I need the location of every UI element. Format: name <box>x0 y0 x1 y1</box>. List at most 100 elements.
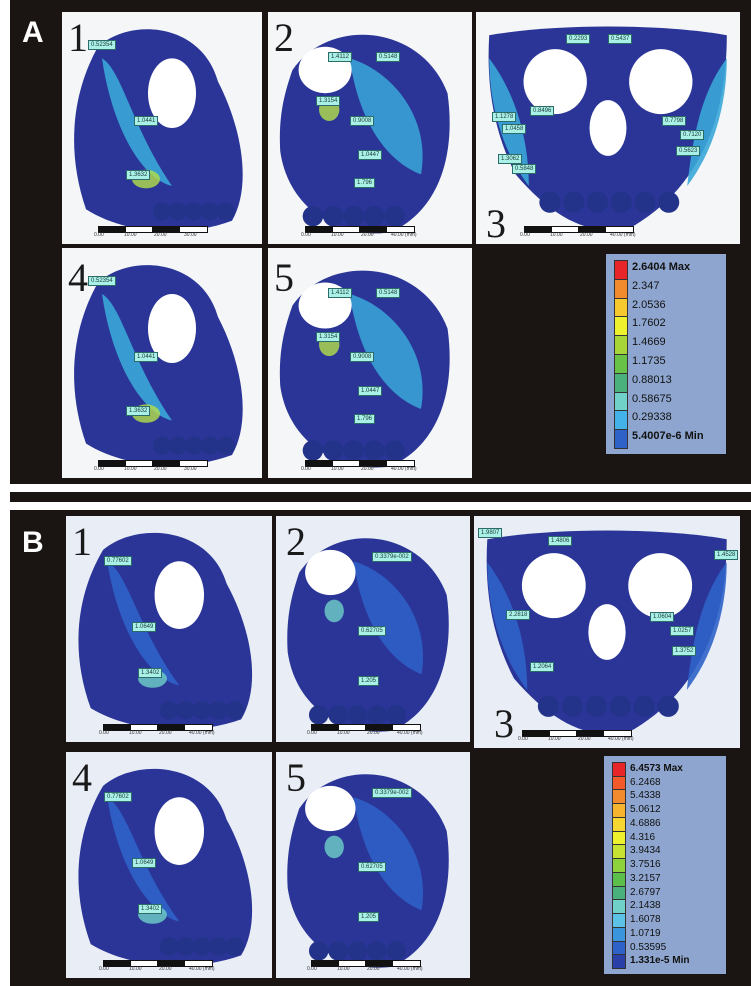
legend-swatch <box>614 316 628 337</box>
probe-label: 0.52354 <box>88 276 116 286</box>
scale-label: 40.00 (mm) <box>608 736 634 742</box>
tile-number: 1 <box>68 15 88 60</box>
panel-b-tile-2: 2 0.3379e-002 0.62705 1.205 0.00 10.00 20.00 40… <box>276 516 470 742</box>
legend-swatch <box>614 260 628 280</box>
legend-value: 4.316 <box>630 831 656 843</box>
tooth-shape <box>386 705 406 725</box>
tooth-shape <box>225 937 245 956</box>
tooth-shape <box>367 705 387 725</box>
legend-value: 3.9434 <box>630 845 661 857</box>
panel-separator <box>0 486 751 508</box>
tooth-shape <box>561 695 584 717</box>
legend-swatch <box>612 775 626 791</box>
legend-value: 3.7516 <box>630 859 661 871</box>
legend-swatch <box>612 871 626 887</box>
probe-label: 0.62705 <box>358 862 386 872</box>
scale-bar: 0.00 10.00 20.00 40.00 (mm) <box>99 724 215 736</box>
tile-number: 5 <box>286 755 306 800</box>
scale-label: 40.00 (mm) <box>189 730 215 736</box>
tooth-shape <box>363 440 385 461</box>
legend-swatch <box>612 954 626 969</box>
tooth-shape <box>539 191 561 213</box>
scale-bar: 0.00 10.00 20.00 40.00 (mm) <box>301 460 417 472</box>
probe-label: 0.2293 <box>566 34 591 44</box>
tooth-shape <box>347 941 368 961</box>
probe-label: 1.4112 <box>328 288 352 298</box>
probe-label: 1.3154 <box>316 96 341 106</box>
probe-label: 1.3154 <box>316 332 341 342</box>
legend-value: 0.58675 <box>632 392 672 405</box>
legend-swatch <box>614 278 628 299</box>
tile-number: 3 <box>494 701 514 746</box>
tooth-shape <box>384 440 405 461</box>
legend-value: 1.1735 <box>632 355 666 367</box>
tooth-shape <box>634 191 656 213</box>
scale-label: 0.00 <box>301 466 311 472</box>
stress-region <box>349 294 423 409</box>
legend-swatch <box>614 372 628 393</box>
tooth-shape <box>367 941 387 961</box>
legend-value: 1.7602 <box>632 317 666 330</box>
tile-number: 5 <box>274 255 294 300</box>
scale-label: 10.00 <box>331 466 344 472</box>
scale-label: 40.00 (mm) <box>397 730 423 736</box>
legend-swatch <box>612 830 626 846</box>
legend-swatch <box>612 789 626 805</box>
scale-segment <box>184 960 213 967</box>
tooth-shape <box>169 202 187 221</box>
tile-number: 3 <box>486 201 506 244</box>
tooth-shape <box>225 701 245 720</box>
orbit-cavity <box>305 785 356 832</box>
panel-a-tile-1: 1 0.52354 1.0441 1.3632 0.00 10.00 20.00 30.00 <box>62 12 262 244</box>
scale-segment <box>603 730 632 737</box>
tooth-shape <box>209 701 228 720</box>
skull-render <box>78 768 253 966</box>
panel-b: B 1 0.77602 1.0649 1.3402 0.00 10.00 20.00 40.0… <box>10 510 751 986</box>
scale-label: 10.00 <box>129 966 142 972</box>
tooth-shape <box>192 937 212 956</box>
probe-label: 1.9807 <box>478 528 503 538</box>
orbit-cavity <box>305 549 356 596</box>
scale-label: 0.00 <box>307 966 317 972</box>
probe-label: 0.62705 <box>358 626 386 636</box>
skull-render <box>74 29 243 232</box>
legend-value: 1.331e-5 Min <box>630 955 690 967</box>
tooth-shape <box>323 205 344 227</box>
probe-label: 1.3752 <box>672 646 697 656</box>
tooth-shape <box>328 941 348 961</box>
probe-label: 1.796 <box>354 414 376 424</box>
probe-label: 1.4528 <box>714 550 739 560</box>
probe-label: 1.0441 <box>134 116 159 126</box>
panel-b-tile-1: 1 0.77602 1.0649 1.3402 0.00 10.00 20.00 40.00 … <box>66 516 272 742</box>
probe-label: 0.9008 <box>350 116 375 126</box>
scale-segment <box>184 724 213 731</box>
scale-label: 10.00 <box>331 232 344 238</box>
probe-label: 1.3062 <box>498 154 523 164</box>
panel-a-tile-3: 3 0.2293 0.5437 1.1278 1.0458 0.8496 0.7798 0.7… <box>476 12 740 244</box>
tooth-shape <box>343 440 364 461</box>
tooth-shape <box>308 941 329 961</box>
probe-label: 1.3632 <box>126 406 151 416</box>
probe-label: 1.0257 <box>670 626 695 636</box>
scale-label: 10.00 <box>548 736 561 742</box>
probe-label: 0.5437 <box>608 34 633 44</box>
legend-swatch <box>612 885 626 901</box>
scale-bar: 0.00 10.00 20.00 40.00 (mm) <box>520 226 636 238</box>
tooth-shape <box>176 701 195 720</box>
stress-region <box>349 58 423 175</box>
legend-value: 3.2157 <box>630 872 661 884</box>
scale-label: 20.00 <box>580 232 593 238</box>
tile-number: 2 <box>274 15 294 60</box>
probe-label: 0.77602 <box>104 556 132 566</box>
scale-label: 40.00 (mm) <box>397 966 423 972</box>
tooth-shape <box>610 191 632 213</box>
legend-value: 0.53595 <box>630 941 667 953</box>
probe-label: 0.52354 <box>88 40 116 50</box>
panel-a-tile-2: 2 1.4112 0.5148 1.3154 0.9008 1.0447 1.796 0.00… <box>268 12 472 244</box>
tooth-shape <box>323 440 344 461</box>
legend-value: 5.0612 <box>630 804 661 816</box>
probe-label: 1.0649 <box>132 622 157 632</box>
scale-bar: 0.00 10.00 20.00 30.00 <box>94 226 208 238</box>
legend-swatch <box>612 762 626 777</box>
scale-label: 20.00 <box>159 966 172 972</box>
